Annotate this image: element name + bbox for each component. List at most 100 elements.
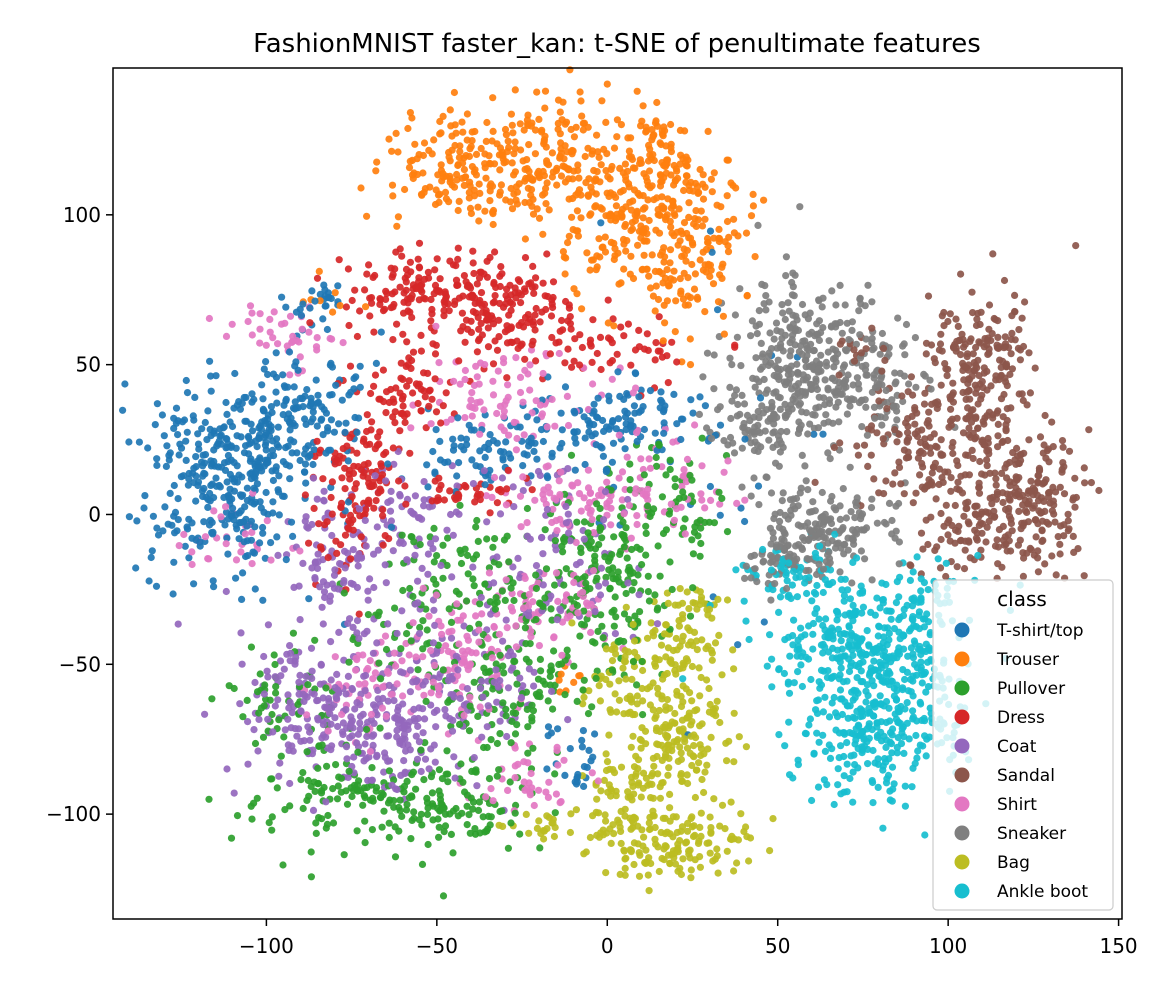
data-point-series-6	[425, 612, 433, 620]
data-point-series-7	[770, 515, 778, 523]
data-point-series-6	[478, 610, 486, 618]
data-point-series-3	[643, 330, 651, 338]
data-point-series-1	[656, 182, 665, 190]
data-point-series-8	[740, 827, 748, 836]
data-point-series-2	[268, 826, 276, 834]
data-point-series-2	[304, 776, 312, 785]
data-point-series-0	[182, 437, 190, 445]
data-point-series-8	[612, 792, 620, 800]
data-point-series-1	[660, 258, 668, 266]
data-point-series-4	[476, 684, 485, 693]
data-point-series-0	[285, 348, 294, 356]
data-point-series-3	[345, 321, 353, 330]
data-point-series-4	[564, 716, 572, 724]
data-point-series-7	[870, 374, 878, 382]
data-point-series-8	[707, 824, 715, 832]
data-point-series-9	[918, 679, 926, 687]
data-point-series-2	[361, 839, 369, 847]
data-point-series-3	[571, 335, 579, 343]
data-point-series-4	[344, 549, 352, 557]
data-point-series-8	[601, 811, 609, 819]
data-point-series-3	[360, 435, 368, 443]
data-point-series-3	[370, 382, 378, 390]
data-point-series-7	[821, 376, 829, 384]
data-point-series-6	[516, 388, 525, 397]
data-point-series-5	[1051, 518, 1059, 526]
data-point-series-1	[315, 267, 323, 275]
data-point-series-2	[610, 622, 618, 630]
data-point-series-0	[579, 727, 588, 735]
data-point-series-5	[870, 475, 878, 483]
data-point-series-7	[868, 298, 876, 306]
data-point-series-4	[509, 483, 517, 491]
data-point-series-9	[920, 623, 929, 631]
data-point-series-7	[830, 504, 838, 512]
data-point-series-2	[608, 551, 616, 559]
data-point-series-3	[396, 283, 404, 291]
data-point-series-2	[503, 532, 511, 540]
data-point-series-9	[924, 586, 932, 594]
data-point-series-0	[531, 439, 539, 447]
data-point-series-9	[785, 559, 793, 567]
data-point-series-6	[691, 421, 699, 429]
data-point-series-4	[373, 639, 381, 647]
data-point-series-2	[382, 645, 391, 654]
data-point-series-2	[311, 685, 319, 693]
data-point-series-1	[508, 121, 516, 129]
data-point-series-2	[243, 696, 251, 705]
data-point-series-8	[688, 662, 697, 671]
data-point-series-7	[716, 403, 724, 411]
data-point-series-4	[356, 719, 364, 727]
data-point-series-0	[633, 437, 641, 445]
data-point-series-7	[738, 391, 746, 399]
data-point-series-3	[519, 323, 528, 331]
data-point-series-7	[836, 515, 844, 524]
data-point-series-6	[608, 375, 616, 383]
data-point-series-6	[574, 479, 582, 487]
data-point-series-0	[221, 521, 229, 529]
data-point-series-7	[868, 346, 877, 354]
data-point-series-7	[806, 420, 814, 428]
data-point-series-4	[323, 581, 331, 589]
data-point-series-9	[785, 689, 794, 697]
data-point-series-1	[405, 164, 414, 172]
data-point-series-9	[922, 752, 930, 760]
data-point-series-2	[498, 587, 506, 595]
data-point-series-0	[754, 482, 763, 490]
data-point-series-4	[420, 496, 428, 504]
data-point-series-2	[489, 543, 497, 551]
data-point-series-1	[573, 207, 582, 215]
data-point-series-6	[489, 377, 497, 385]
data-point-series-9	[901, 675, 909, 684]
data-point-series-7	[734, 400, 742, 409]
data-point-series-7	[762, 306, 770, 314]
data-point-series-2	[253, 794, 261, 802]
data-point-series-4	[319, 620, 327, 628]
data-point-series-5	[1015, 326, 1023, 334]
data-point-series-7	[780, 378, 788, 386]
data-point-series-1	[688, 260, 696, 269]
data-point-series-8	[586, 833, 595, 842]
data-point-series-8	[637, 744, 645, 752]
data-point-series-6	[618, 496, 626, 504]
data-point-series-1	[723, 217, 732, 226]
data-point-series-5	[970, 359, 978, 367]
data-point-series-7	[815, 393, 823, 401]
data-point-series-0	[162, 462, 170, 470]
data-point-series-8	[647, 619, 655, 627]
data-point-series-4	[331, 566, 339, 574]
data-point-series-9	[795, 567, 803, 575]
data-point-series-4	[611, 630, 620, 638]
data-point-series-6	[527, 627, 535, 635]
data-point-series-7	[835, 418, 843, 426]
data-point-series-5	[895, 458, 903, 466]
data-point-series-6	[678, 482, 686, 491]
data-point-series-3	[400, 412, 408, 420]
data-point-series-2	[227, 834, 236, 842]
data-point-series-9	[831, 530, 839, 538]
data-point-series-8	[695, 837, 703, 845]
data-point-series-8	[610, 830, 618, 838]
data-point-series-0	[525, 442, 533, 450]
data-point-series-1	[510, 190, 518, 198]
data-point-series-3	[417, 331, 425, 339]
